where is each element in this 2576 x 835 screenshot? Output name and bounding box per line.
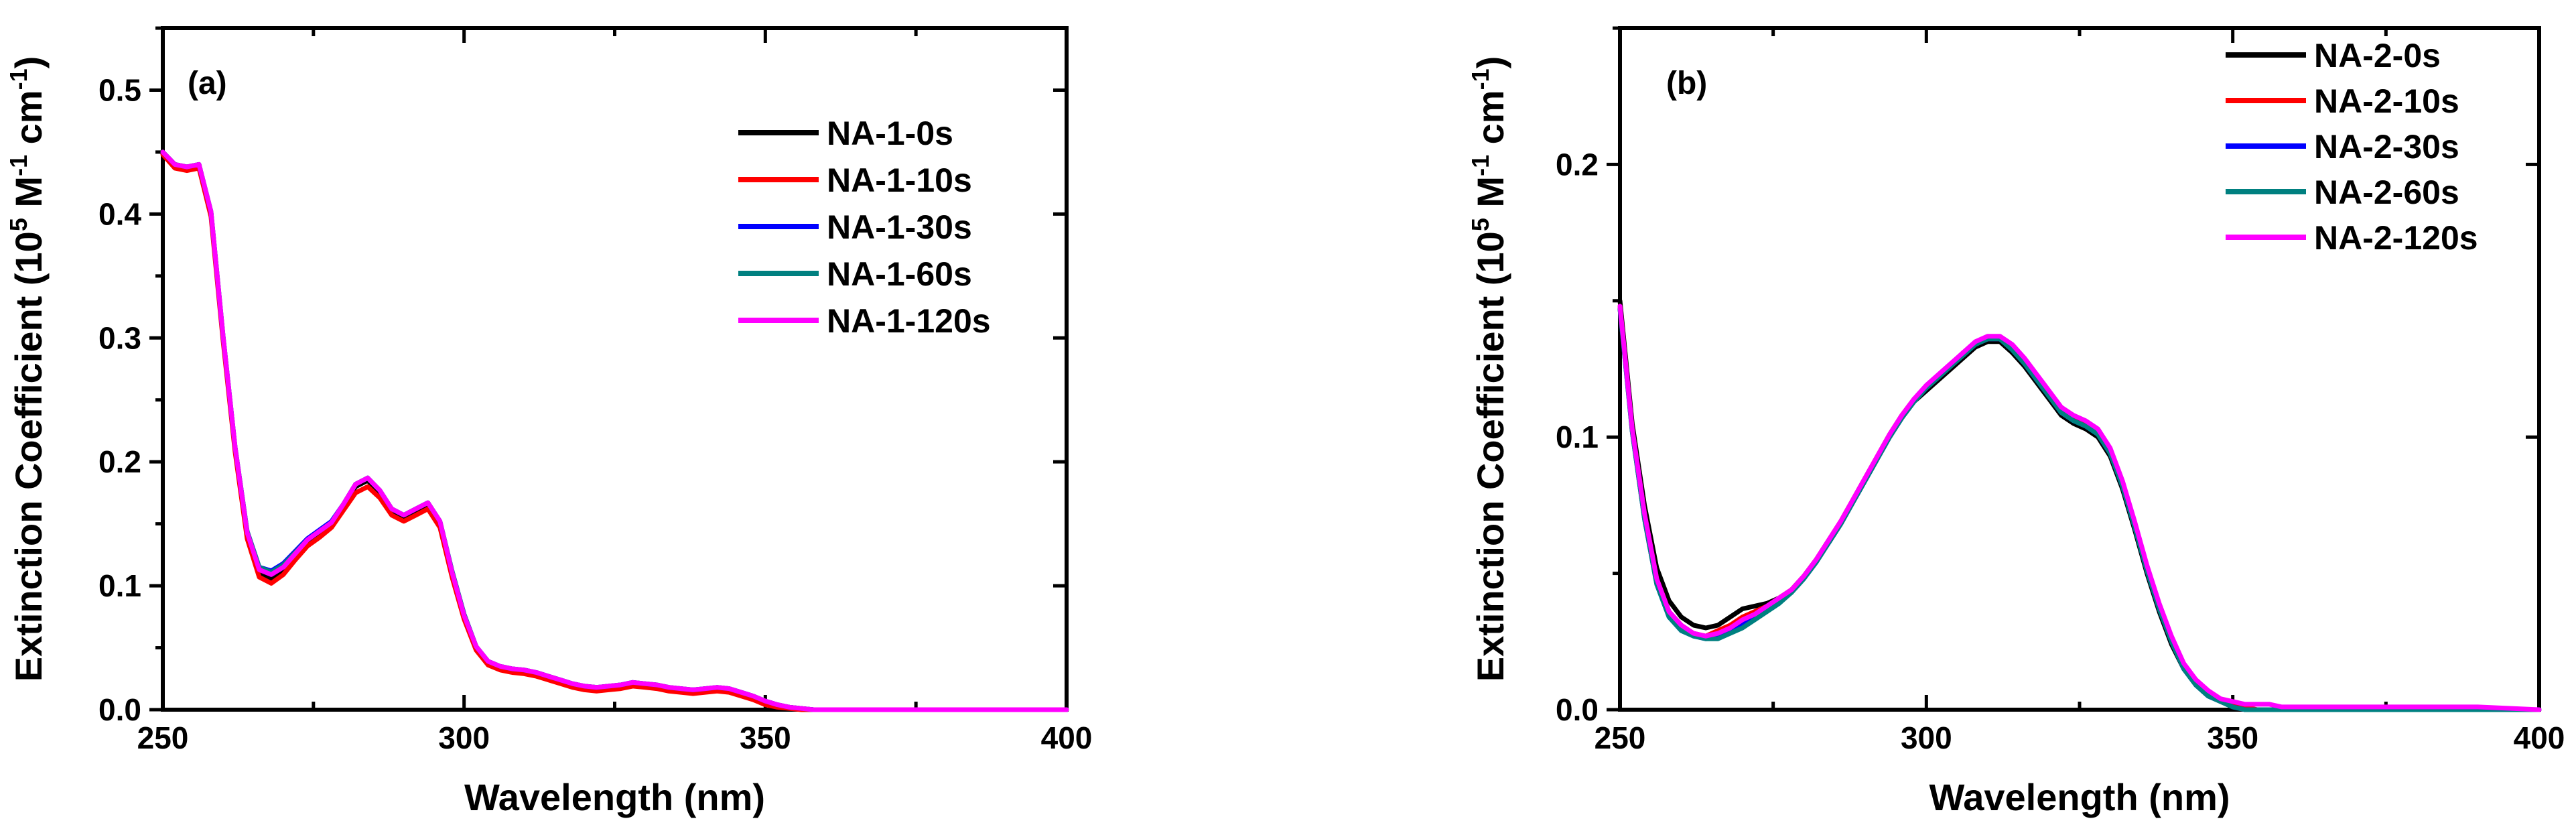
series-line-NA-2-120s: [1617, 304, 2542, 712]
legend-entry: NA-1-10s: [827, 162, 972, 199]
y-tick-label: 0.1: [98, 568, 141, 603]
x-tick-label: 300: [438, 720, 490, 755]
y-tick-label: 0.0: [98, 692, 141, 727]
x-tick-label: 250: [137, 720, 189, 755]
legend-entry: NA-2-60s: [2314, 174, 2459, 211]
legend-entry: NA-2-0s: [2314, 37, 2441, 74]
y-tick-label: 0.4: [98, 196, 141, 231]
chart-panel-a: 250 300 350 400 0.0 0.1 0.2 0.3 0.4 0.5 Wavelength…: [5, 26, 1093, 818]
x-tick-label: 350: [2207, 720, 2258, 755]
series-line-NA-2-0s: [1617, 298, 2542, 712]
legend-entry: NA-2-10s: [2314, 82, 2459, 120]
x-axis-label: Wavelength (nm): [1929, 776, 2230, 818]
series-line-NA-1-120s: [160, 149, 1069, 712]
legend-entry: NA-1-0s: [827, 115, 953, 152]
legend-entry: NA-2-120s: [2314, 219, 2478, 257]
y-tick-label: 0.3: [98, 320, 141, 355]
x-axis-label: Wavelength (nm): [464, 776, 765, 818]
x-tick-label: 300: [1901, 720, 1952, 755]
y-axis-label: Extinction Coefficient (105 M-1 cm-1): [1467, 56, 1511, 682]
y-tick-label: 0.1: [1556, 420, 1599, 454]
y-tick-label: 0.2: [1556, 147, 1599, 182]
series-line-NA-2-30s: [1617, 306, 2542, 712]
series-line-NA-1-10s: [160, 152, 1069, 712]
x-tick-label: 250: [1595, 720, 1646, 755]
x-tick-label: 350: [740, 720, 791, 755]
panel-label: (b): [1666, 66, 1707, 101]
x-tick-label: 400: [2514, 720, 2565, 755]
legend-entry: NA-1-30s: [827, 208, 972, 246]
legend-entry: NA-1-120s: [827, 302, 991, 340]
legend-entry: NA-1-60s: [827, 255, 972, 293]
y-tick-label: 0.5: [98, 72, 141, 107]
legend-entry: NA-2-30s: [2314, 128, 2459, 166]
y-axis-label: Extinction Coefficient (105 M-1 cm-1): [5, 56, 50, 682]
chart-panel-b: 250 300 350 400 0.0 0.1 0.2 Wavelength (nm) Exti…: [1467, 26, 2565, 818]
x-tick-label: 400: [1041, 720, 1093, 755]
series-line-NA-2-60s: [1617, 306, 2542, 712]
y-tick-label: 0.0: [1556, 692, 1599, 727]
y-tick-label: 0.2: [98, 444, 141, 479]
panel-label: (a): [188, 66, 227, 101]
series-line-NA-2-10s: [1617, 304, 2542, 712]
